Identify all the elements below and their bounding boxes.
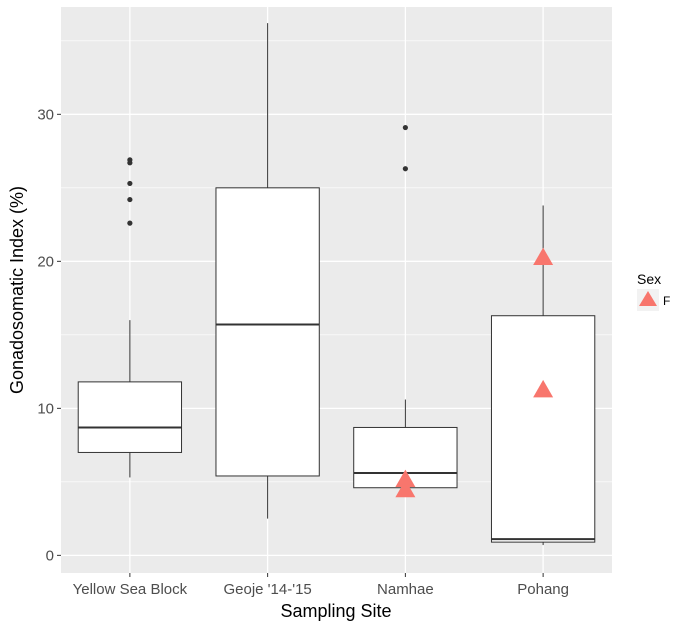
outlier-point <box>402 166 408 172</box>
x-tick-label: Geoje '14-'15 <box>223 581 311 598</box>
x-tick-label: Namhae <box>377 581 434 598</box>
y-axis: 0 10 20 30 <box>37 106 61 564</box>
outlier-point <box>127 180 133 187</box>
legend-key-triangle <box>639 291 657 306</box>
y-tick-label: 30 <box>37 106 54 123</box>
box <box>215 187 320 477</box>
outlier-point <box>127 196 133 203</box>
outlier-point <box>127 220 133 226</box>
box <box>490 315 596 543</box>
x-tick-label: Yellow Sea Block <box>73 581 188 598</box>
outlier-point <box>127 157 133 163</box>
x-tick-label: Pohang <box>517 581 569 598</box>
y-tick-label: 10 <box>37 400 54 417</box>
legend: Sex F <box>637 271 670 311</box>
point-f <box>395 479 416 498</box>
point-f <box>395 469 416 487</box>
box <box>77 381 183 453</box>
y-axis-title: Gonadosomatic Index (%) <box>7 186 27 394</box>
outlier-point <box>402 124 408 131</box>
x-axis-title: Sampling Site <box>280 601 391 621</box>
points <box>395 247 554 498</box>
point-f <box>533 379 554 398</box>
point-f <box>533 247 554 266</box>
legend-label-f: F <box>663 294 670 308</box>
y-tick-label: 0 <box>46 547 54 564</box>
y-tick-label: 20 <box>37 253 54 270</box>
legend-title: Sex <box>637 271 661 287</box>
x-axis: Yellow Sea Block Geoje '14-'15 Namhae Pohan… <box>73 573 569 598</box>
